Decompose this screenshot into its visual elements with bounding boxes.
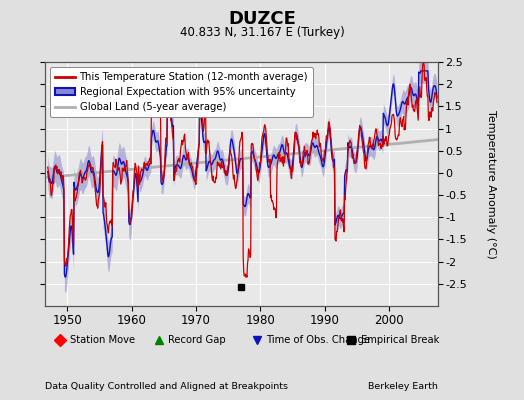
Text: Record Gap: Record Gap bbox=[168, 335, 226, 345]
Text: Station Move: Station Move bbox=[70, 335, 135, 345]
Text: DUZCE: DUZCE bbox=[228, 10, 296, 28]
Y-axis label: Temperature Anomaly (°C): Temperature Anomaly (°C) bbox=[486, 110, 496, 258]
Text: Berkeley Earth: Berkeley Earth bbox=[368, 382, 438, 391]
Text: Data Quality Controlled and Aligned at Breakpoints: Data Quality Controlled and Aligned at B… bbox=[45, 382, 288, 391]
Legend: This Temperature Station (12-month average), Regional Expectation with 95% uncer: This Temperature Station (12-month avera… bbox=[50, 67, 313, 117]
Text: Time of Obs. Change: Time of Obs. Change bbox=[267, 335, 370, 345]
Text: Empirical Break: Empirical Break bbox=[361, 335, 439, 345]
Text: 40.833 N, 31.167 E (Turkey): 40.833 N, 31.167 E (Turkey) bbox=[180, 26, 344, 39]
